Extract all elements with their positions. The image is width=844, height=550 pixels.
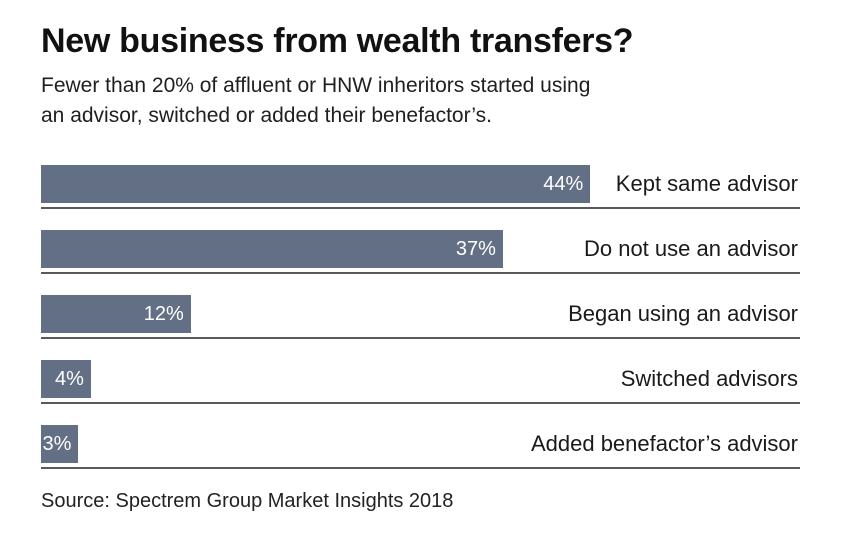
- source-note: Source: Spectrem Group Market Insights 2…: [41, 490, 454, 512]
- bar: 44%: [41, 165, 591, 203]
- row-baseline: [41, 467, 800, 469]
- bar: 12%: [41, 295, 191, 333]
- chart-title: New business from wealth transfers?: [41, 22, 634, 60]
- bar-row: 3% Added benefactor’s advisor: [41, 425, 800, 490]
- bar-row: 4% Switched advisors: [41, 360, 800, 425]
- bar-category-label: Began using an advisor: [568, 301, 798, 326]
- chart-subtitle: Fewer than 20% of affluent or HNW inheri…: [41, 71, 590, 131]
- bar-row: 37% Do not use an advisor: [41, 230, 800, 295]
- chart-subtitle-line2: an advisor, switched or added their bene…: [41, 104, 492, 127]
- bar-value-label: 44%: [543, 173, 584, 195]
- bar-value-label: 4%: [55, 368, 84, 390]
- row-baseline: [41, 272, 800, 274]
- bar-value-label: 37%: [455, 238, 496, 260]
- bar: 4%: [41, 360, 91, 398]
- bar-value-label: 12%: [143, 303, 184, 325]
- bar-value-label: 3%: [42, 433, 72, 455]
- bar-row: 44% Kept same advisor: [41, 165, 800, 230]
- bar-category-label: Switched advisors: [620, 366, 798, 391]
- row-baseline: [41, 402, 800, 404]
- bar-category-label: Kept same advisor: [615, 171, 798, 196]
- bar: 3%: [41, 425, 79, 463]
- row-baseline: [41, 207, 800, 209]
- row-baseline: [41, 337, 800, 339]
- bar-chart: 44% Kept same advisor 37% Do not use an adv…: [41, 165, 800, 490]
- bar: 37%: [41, 230, 503, 268]
- chart-subtitle-line1: Fewer than 20% of affluent or HNW inheri…: [41, 74, 591, 97]
- bar-row: 12% Began using an advisor: [41, 295, 800, 360]
- bar-category-label: Added benefactor’s advisor: [530, 431, 798, 456]
- bar-category-label: Do not use an advisor: [583, 236, 798, 261]
